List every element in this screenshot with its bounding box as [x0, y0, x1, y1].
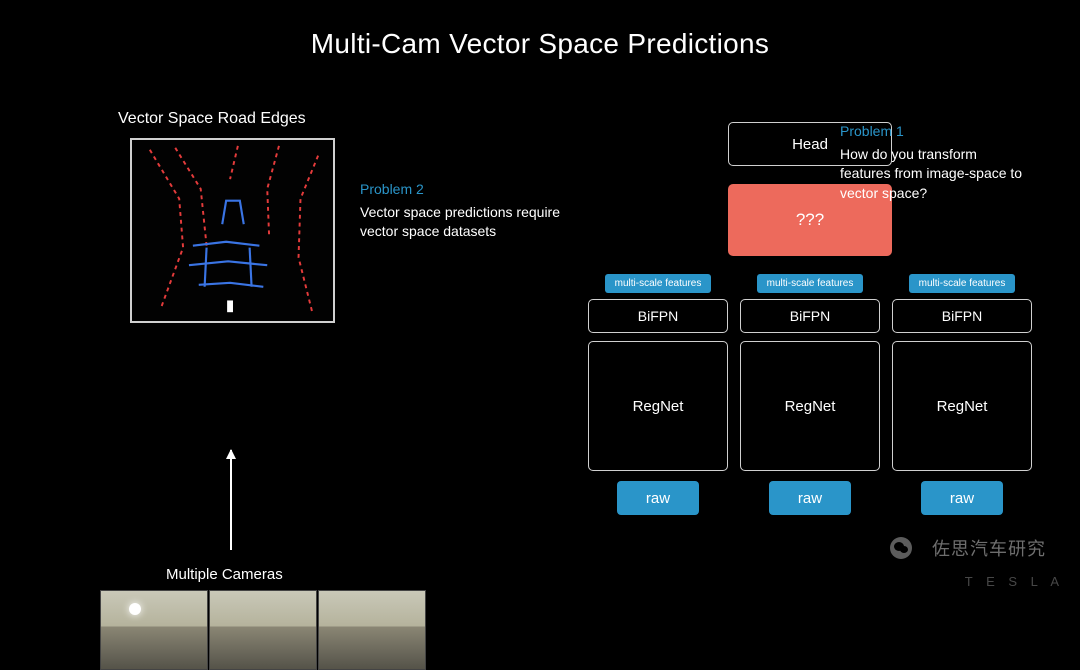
camera-thumb [318, 590, 426, 670]
watermark-tesla: T E S L A [965, 574, 1064, 589]
bifpn-box: BiFPN [588, 299, 728, 333]
msf-tag: multi-scale features [757, 274, 864, 293]
bifpn-box: BiFPN [892, 299, 1032, 333]
regnet-box: RegNet [892, 341, 1032, 471]
problem-1-heading: Problem 1 [840, 122, 1030, 142]
msf-tag: multi-scale features [909, 274, 1016, 293]
vector-space-viz [130, 138, 335, 323]
arrow-up-icon [230, 450, 232, 550]
msf-tag: multi-scale features [605, 274, 712, 293]
left-column: Vector Space Road Edges Problem 2 Vect [100, 110, 540, 323]
problem-2: Problem 2 Vector space predictions requi… [360, 180, 560, 242]
slide-title: Multi-Cam Vector Space Predictions [0, 0, 1080, 60]
regnet-box: RegNet [588, 341, 728, 471]
pipeline-column: multi-scale features BiFPN RegNet raw [588, 274, 728, 515]
raw-box: raw [617, 481, 699, 515]
camera-thumbs [100, 590, 426, 670]
raw-box: raw [769, 481, 851, 515]
bifpn-box: BiFPN [740, 299, 880, 333]
camera-thumb [100, 590, 208, 670]
problem-1-text: How do you transform features from image… [840, 145, 1030, 204]
right-column: Head Problem 1 How do you transform feat… [575, 122, 1045, 515]
wechat-icon [890, 537, 912, 559]
pipeline-column: multi-scale features BiFPN RegNet raw [892, 274, 1032, 515]
road-edges-svg [132, 140, 333, 321]
vector-space-label: Vector Space Road Edges [100, 110, 540, 128]
raw-box: raw [921, 481, 1003, 515]
pipeline-row: multi-scale features BiFPN RegNet raw mu… [575, 274, 1045, 515]
problem-2-heading: Problem 2 [360, 180, 560, 200]
regnet-box: RegNet [740, 341, 880, 471]
problem-1: Problem 1 How do you transform features … [840, 122, 1030, 203]
pipeline-column: multi-scale features BiFPN RegNet raw [740, 274, 880, 515]
camera-thumb [209, 590, 317, 670]
multiple-cameras-label: Multiple Cameras [166, 566, 283, 583]
problem-2-text: Vector space predictions require vector … [360, 203, 560, 242]
watermark-cn: 佐思汽车研究 [932, 535, 1046, 561]
